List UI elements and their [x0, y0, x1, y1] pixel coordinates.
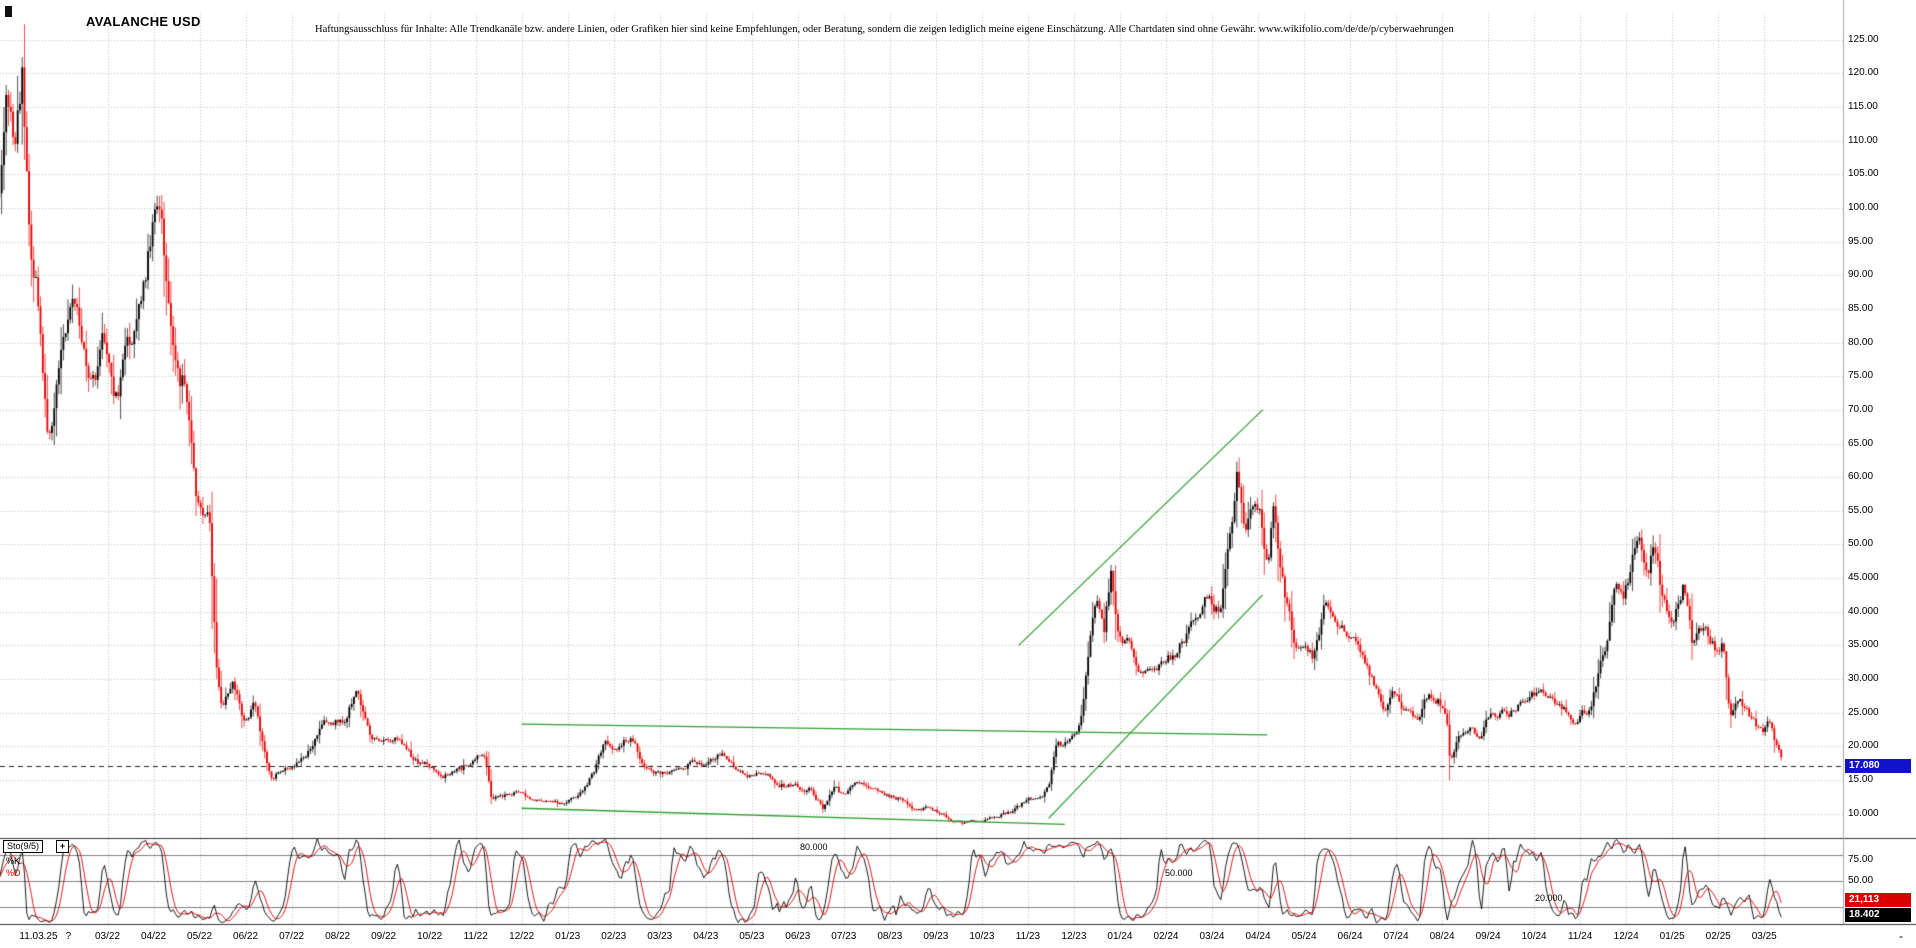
- time-tick-label: 05/24: [1291, 931, 1317, 942]
- current-price-tag: 17.080: [1845, 759, 1911, 773]
- price-tick-label: 35.000: [1848, 639, 1879, 651]
- time-tick-label: 04/23: [693, 931, 719, 942]
- time-tick-label: 05/23: [739, 931, 765, 942]
- chart-title: AVALANCHE USD: [86, 14, 201, 29]
- sto-k-label: %K: [6, 856, 21, 866]
- price-tick-label: 125.00: [1848, 33, 1879, 45]
- corner-mark: [5, 6, 12, 17]
- time-tick-label: 06/23: [785, 931, 811, 942]
- time-tick-label: 03/23: [647, 931, 673, 942]
- price-tick-label: 15.00: [1848, 774, 1874, 785]
- time-tick-label: 08/23: [877, 931, 903, 942]
- price-tick-label: 10.000: [1848, 807, 1879, 819]
- time-tick-label: 03/24: [1199, 931, 1225, 942]
- time-tick-label: 01/24: [1107, 931, 1133, 942]
- sto-ref-20-label: 20.000: [1535, 893, 1563, 903]
- sto-k-value-tag: 18.402: [1845, 908, 1911, 922]
- time-tick-label: 08/22: [325, 931, 351, 942]
- time-tick-label: 02/23: [601, 931, 627, 942]
- time-tick-label: 11/24: [1567, 931, 1593, 942]
- price-tick-label: 50.00: [1848, 538, 1874, 550]
- time-tick-label: 11/23: [1015, 931, 1041, 942]
- price-tick-label: 65.00: [1848, 437, 1874, 449]
- price-tick-label: 55.00: [1848, 504, 1874, 516]
- time-tick-label: 10/22: [417, 931, 443, 942]
- time-tick-label: 03/25: [1751, 931, 1777, 942]
- price-tick-label: 75.00: [1848, 370, 1874, 382]
- sto-ref-50-label: 50.000: [1165, 868, 1193, 878]
- sto-tick-label: 75.00: [1848, 853, 1874, 865]
- time-tick-label: 03/22: [94, 931, 121, 942]
- time-tick-label: 02/25: [1705, 931, 1731, 942]
- disclaimer-text: Haftungsausschluss für Inhalte: Alle Tre…: [315, 24, 1454, 35]
- sto-d-value-tag: 21,113: [1845, 893, 1911, 907]
- price-tick-label: 100.00: [1848, 201, 1879, 213]
- price-tick-label: 80.00: [1848, 336, 1874, 348]
- price-tick-label: 115.00: [1848, 101, 1878, 112]
- price-tick-label: 25.000: [1848, 706, 1879, 718]
- time-tick-label: 11/22: [463, 931, 488, 942]
- time-tick-label: 09/24: [1475, 931, 1501, 942]
- stochastic-indicator-button[interactable]: Sto(9/5): [3, 840, 44, 853]
- time-tick-label: 04/22: [141, 931, 167, 942]
- time-tick-label: 12/22: [509, 931, 535, 942]
- price-tick-label: 120.00: [1848, 67, 1879, 79]
- sto-d-label: %D: [6, 868, 21, 878]
- time-tick-label: 07/24: [1383, 931, 1409, 942]
- time-tick-label: 09/23: [923, 931, 949, 942]
- price-tick-label: 20.000: [1848, 740, 1879, 752]
- indicator-add-button[interactable]: +: [56, 840, 69, 853]
- sto-tick-label: 50.00: [1848, 875, 1874, 886]
- time-tick-label: 11.03.25: [19, 931, 58, 942]
- price-tick-label: 45.000: [1848, 572, 1879, 584]
- price-tick-label: 90.00: [1848, 269, 1874, 281]
- price-tick-label: 95.00: [1848, 235, 1874, 247]
- time-tick-label: ?: [65, 931, 72, 942]
- scroll-minus-button[interactable]: -: [1899, 929, 1903, 943]
- time-tick-label: 04/24: [1245, 931, 1271, 942]
- price-tick-label: 70.00: [1848, 403, 1874, 415]
- time-tick-label: 10/24: [1521, 931, 1547, 942]
- time-tick-label: 12/24: [1613, 931, 1639, 942]
- time-tick-label: 07/22: [279, 931, 305, 942]
- time-tick-label: 06/24: [1337, 931, 1363, 942]
- price-tick-label: 85.00: [1848, 302, 1874, 314]
- time-tick-label: 12/23: [1061, 931, 1087, 942]
- sto-ref-80-label: 80.000: [800, 842, 828, 852]
- price-tick-label: 40.000: [1848, 605, 1879, 617]
- price-tick-label: 110.00: [1848, 134, 1878, 146]
- time-tick-label: 10/23: [969, 931, 995, 942]
- time-tick-label: 02/24: [1153, 931, 1179, 942]
- time-tick-label: 08/24: [1429, 931, 1455, 942]
- time-tick-label: 01/25: [1659, 931, 1685, 942]
- price-tick-label: 30.000: [1848, 673, 1879, 685]
- price-tick-label: 60.00: [1848, 471, 1874, 483]
- time-tick-label: 01/23: [555, 931, 581, 942]
- time-tick-label: 06/22: [233, 931, 259, 942]
- time-tick-label: 05/22: [187, 931, 213, 942]
- time-tick-label: 07/23: [831, 931, 857, 942]
- time-tick-label: 09/22: [371, 931, 397, 942]
- price-tick-label: 105.00: [1848, 168, 1879, 180]
